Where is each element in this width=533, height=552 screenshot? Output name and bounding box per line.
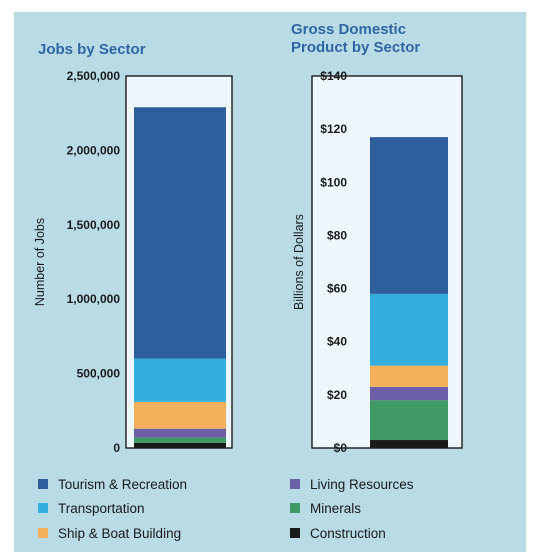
gdp-bar-segment-minerals (370, 400, 448, 441)
jobs-ytick-label: 2,500,000 (67, 69, 121, 83)
jobs-bar-segment-ship-and-boat-building (134, 401, 226, 429)
jobs-ytick-label: 0 (113, 441, 120, 455)
gdp-title-line-1: Gross Domestic (291, 21, 406, 38)
gdp-bar-segment-living-resources (370, 386, 448, 401)
jobs-bar-segment-minerals (134, 437, 226, 443)
gdp-ytick-label: $100 (320, 175, 347, 189)
jobs-bar-segment-living-resources (134, 428, 226, 438)
gdp-bar-segment-ship-and-boat-building (370, 365, 448, 387)
figure: Jobs by Sector 0 500,000 1,000,000 1,500,000… (14, 12, 526, 552)
legend-swatch-tourism-and-recreation (38, 479, 48, 489)
jobs-ytick-label: 1,000,000 (67, 292, 121, 306)
jobs-title: Jobs by Sector (38, 41, 146, 58)
legend-label-minerals: Minerals (310, 501, 361, 516)
legend-swatch-transportation (38, 503, 48, 513)
legend-swatch-construction (290, 528, 300, 538)
jobs-ytick-label: 1,500,000 (67, 218, 121, 232)
gdp-ytick-label: $140 (320, 69, 347, 83)
legend-swatch-ship-and-boat-building (38, 528, 48, 538)
gdp-ytick-label: $20 (327, 388, 347, 402)
gdp-ytick-label: $40 (327, 335, 347, 349)
jobs-ytick-label: 2,000,000 (67, 143, 121, 157)
legend-label-construction: Construction (310, 526, 386, 541)
gdp-bar-segment-construction (370, 440, 448, 448)
jobs-bar-segment-construction (134, 442, 226, 448)
gdp-ytick-label: $60 (327, 282, 347, 296)
gdp-ytick-label: $80 (327, 228, 347, 242)
gdp-ytick-label: $120 (320, 122, 347, 136)
gdp-bar-segment-transportation (370, 293, 448, 366)
legend-swatch-minerals (290, 503, 300, 513)
gdp-ytick-label: $0 (334, 441, 348, 455)
legend-label-transportation: Transportation (58, 501, 145, 516)
legend-label-tourism-and-recreation: Tourism & Recreation (58, 477, 187, 492)
gdp-y-axis-title: Billions of Dollars (292, 214, 306, 310)
stacked-bar-charts: Jobs by Sector 0 500,000 1,000,000 1,500,000… (33, 21, 463, 541)
jobs-y-axis-title: Number of Jobs (33, 218, 47, 306)
jobs-bar-segment-tourism-and-recreation (134, 107, 226, 359)
gdp-title-line-2: Product by Sector (291, 39, 420, 56)
legend-label-ship-and-boat-building: Ship & Boat Building (58, 526, 181, 541)
jobs-ytick-label: 500,000 (77, 367, 121, 381)
gdp-bar-segment-tourism-and-recreation (370, 137, 448, 294)
legend-swatch-living-resources (290, 479, 300, 489)
jobs-bar-segment-transportation (134, 358, 226, 402)
legend-label-living-resources: Living Resources (310, 477, 414, 492)
